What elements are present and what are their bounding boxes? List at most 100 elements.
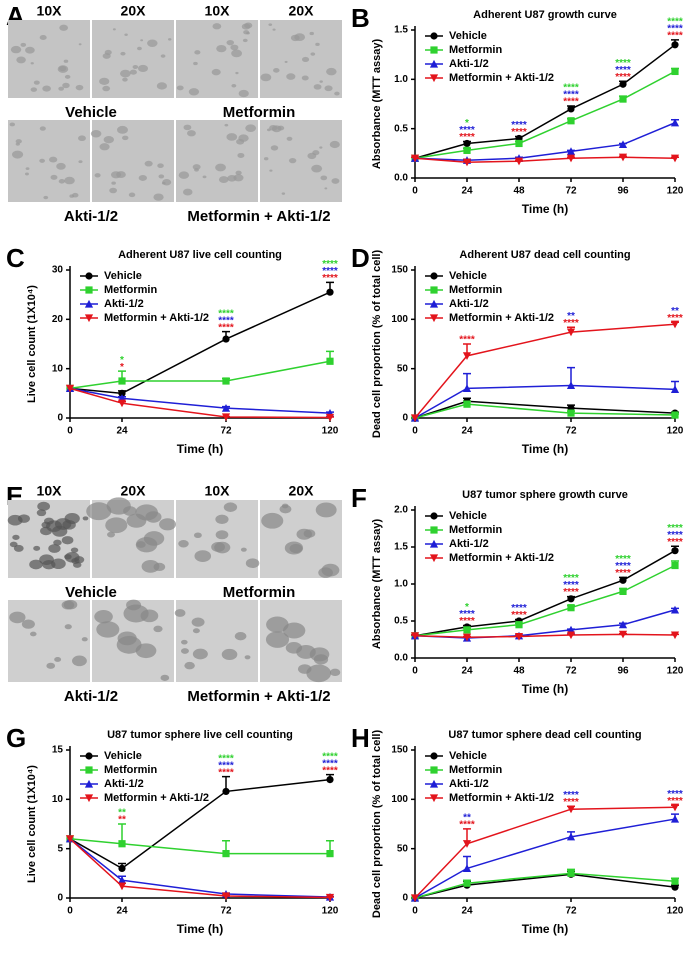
legend-marker [85,286,93,294]
marker [463,879,471,887]
cell [181,639,188,645]
legend-label: Akti-1/2 [449,778,489,790]
legend-marker [430,766,438,774]
micrograph-image [260,20,342,98]
marker [117,882,127,891]
cell [224,123,229,127]
significance-mark: **** [322,751,338,762]
marker [117,399,127,408]
cell [212,23,222,30]
marker [670,814,680,823]
cell [235,170,242,176]
cell [36,509,47,517]
panel-letter: B [351,3,370,33]
cell [269,124,278,131]
significance-mark: **** [322,765,338,776]
cell [73,561,82,568]
legend-label: Akti-1/2 [104,778,144,790]
legend-marker [430,752,438,760]
marker [462,384,472,392]
cell [221,648,238,661]
significance-mark: **** [322,259,338,270]
legend-label: Metformin + Akti-1/2 [449,552,554,564]
cell [122,135,129,141]
significance-mark: **** [459,335,475,346]
legend-label: Vehicle [449,30,487,42]
cell [124,33,128,36]
cell [174,609,186,617]
cell [187,130,196,137]
cell [128,192,136,198]
cell [30,87,38,92]
x-tick-label: 120 [322,426,339,437]
legend-marker [429,539,439,548]
cell [263,157,269,161]
marker [619,95,627,103]
series-line [414,323,676,419]
legend-marker [429,59,439,68]
cell [234,631,247,641]
cell [233,174,244,182]
cell [223,502,238,512]
cell [268,23,273,26]
cell [286,73,296,80]
cell [120,51,126,56]
cell [235,71,239,75]
y-tick-label: 2.0 [394,505,408,516]
cell [194,550,212,563]
cell [13,544,24,552]
condition-label: Metformin + Akti-1/2 [187,208,330,225]
cell [43,195,49,200]
marker [325,413,335,422]
magnification-label: 10X [37,483,63,499]
cell [111,181,116,185]
cell [215,514,229,525]
cell [184,661,195,670]
marker [618,153,628,162]
legend-label: Metformin [104,284,157,296]
cell [64,74,71,79]
legend-marker [430,272,438,280]
x-tick-label: 120 [667,666,684,677]
marker [618,140,628,149]
y-tick-label: 0 [57,893,63,904]
cell [39,158,45,163]
x-tick-label: 72 [565,906,577,917]
cell [107,531,116,538]
cell [140,39,144,42]
significance-mark: **** [667,31,683,42]
y-tick-label: 5 [57,843,63,854]
marker [118,377,126,385]
marker [671,547,679,555]
significance-mark: **** [615,58,631,69]
marker [567,117,575,125]
magnification-label: 10X [205,3,231,19]
cell [56,162,66,170]
condition-label: Vehicle [65,104,117,121]
series-line [69,291,331,395]
cell [307,152,317,160]
cell [49,156,58,163]
cell [191,617,205,627]
chart-panel: B Adherent U87 growth curve Time (h) Absorb… [351,3,684,216]
cell [153,625,163,633]
significance-mark: **** [667,796,683,807]
marker [326,357,334,365]
marker [222,850,230,858]
cell [25,167,30,170]
cell [265,631,290,648]
significance-mark: **** [563,790,579,801]
cell [240,547,247,552]
condition-label: Vehicle [65,584,117,601]
chart-panel: F U87 tumor sphere growth curve Time (h) Ab… [351,483,684,696]
cell [58,86,65,91]
legend-label: Metformin + Akti-1/2 [449,312,554,324]
series-line [414,872,676,899]
cell [116,125,128,134]
cell [99,143,110,151]
legend-marker [85,752,93,760]
y-tick-label: 1.0 [394,579,408,590]
panel-letter: C [6,243,25,273]
cell [17,514,30,523]
marker [410,154,420,163]
